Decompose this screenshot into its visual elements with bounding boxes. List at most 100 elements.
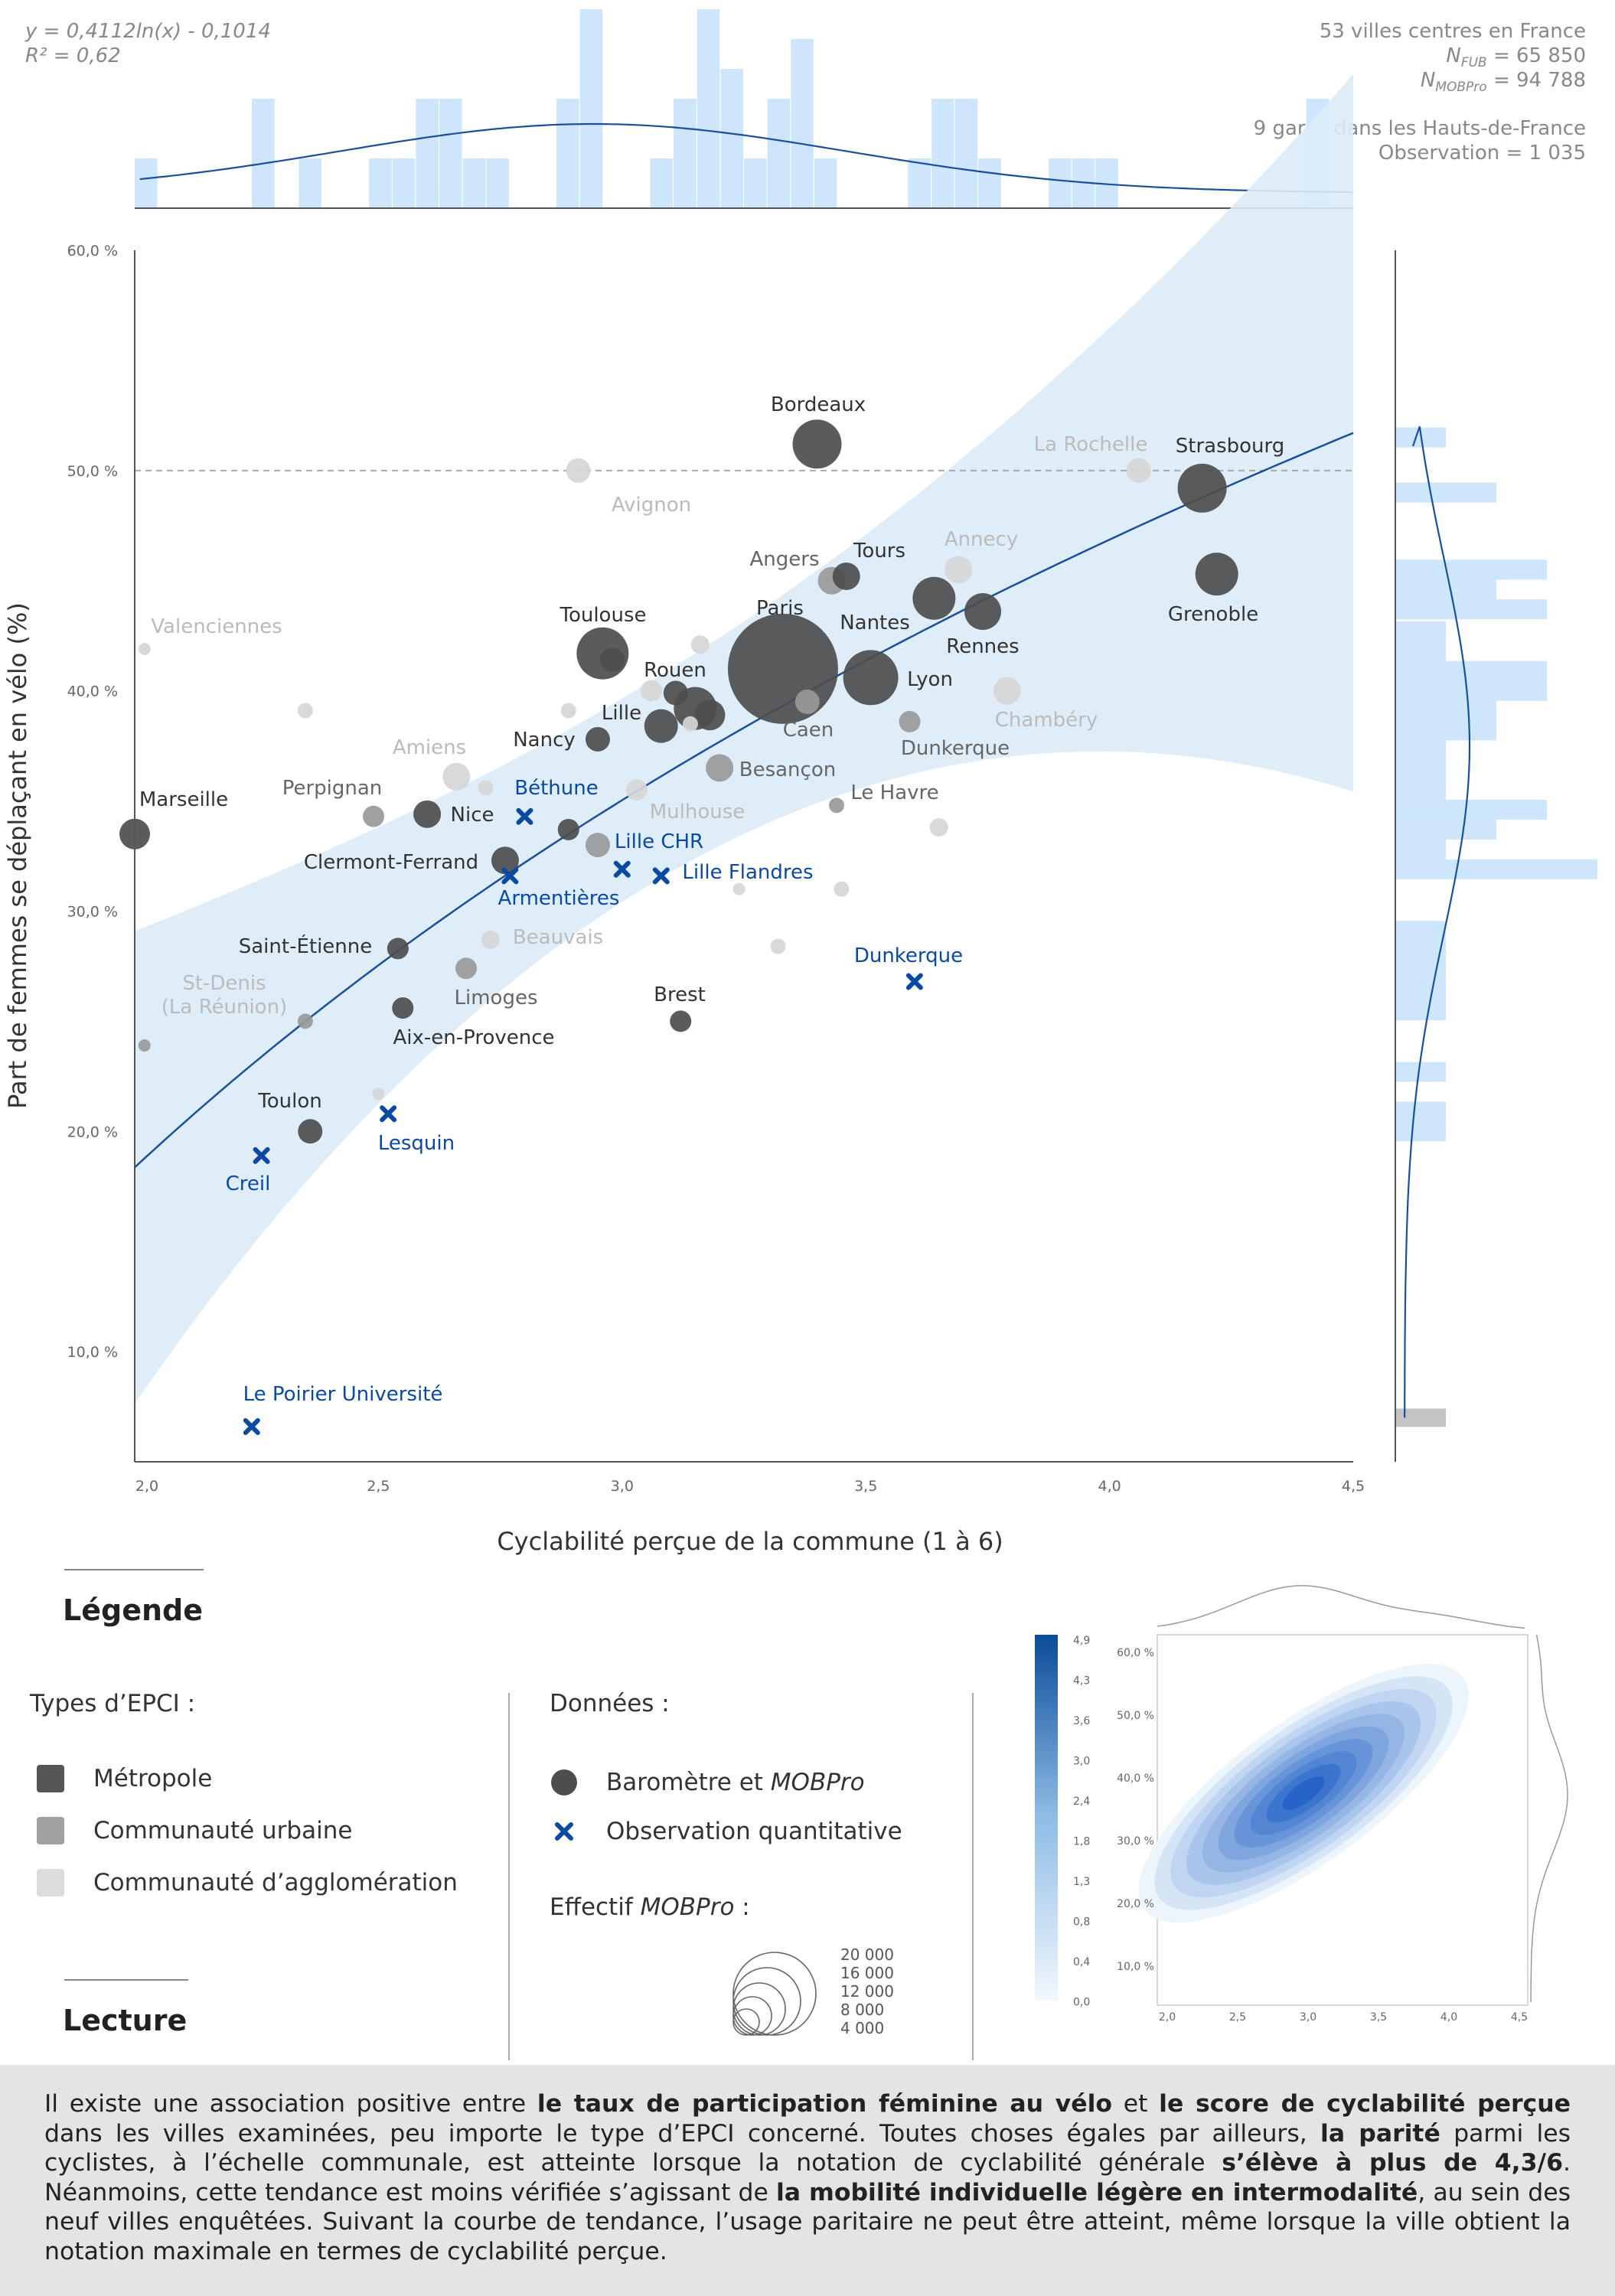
top-hist-bar-25 — [720, 69, 743, 208]
city-label-46: Limoges — [455, 987, 538, 1009]
density-x-tick-5: 4,5 — [1511, 2011, 1528, 2024]
legend-divider — [64, 1569, 204, 1570]
right-hist-bar-24 — [1395, 1101, 1446, 1122]
city-point-47 — [392, 997, 414, 1019]
top-hist-bar-19 — [579, 9, 603, 208]
city-label-22: Chambéry — [995, 709, 1098, 732]
city-point-33 — [413, 800, 442, 828]
top-hist-bar-27 — [767, 99, 791, 208]
top-histogram — [135, 9, 1353, 208]
axis-ticks: 2,0 2,5 3,0 3,5 4,0 4,5 10,0 % 20,0 % 30,0 % 40,0… — [67, 243, 1365, 1495]
density-colorbar — [1035, 1635, 1058, 2001]
observation-label-2: Lille Flandres — [682, 861, 813, 884]
city-label-4: Annecy — [945, 528, 1018, 551]
right-hist-bar-1 — [1395, 482, 1496, 503]
top-hist-bar-10 — [369, 158, 392, 208]
observation-point-4 — [905, 973, 923, 990]
right-hist-bar-11 — [1395, 740, 1446, 761]
right-hist-bar-8 — [1395, 680, 1547, 701]
city-point-11 — [843, 650, 899, 706]
city-point-6 — [832, 562, 860, 590]
legend-item-agglo: Communauté d’agglomération — [37, 1869, 458, 1896]
city-point-29 — [442, 762, 471, 791]
city-label-32: Perpignan — [282, 777, 383, 800]
city-label-8: Nantes — [840, 612, 910, 634]
observation-label-1: Lille CHR — [615, 830, 703, 853]
city-label-5: Angers — [750, 548, 820, 571]
city-label-37: Mulhouse — [650, 801, 746, 823]
legend-item-observation: Observation quantitative — [550, 1817, 902, 1846]
cities-count-text: 53 villes centres en France — [1320, 20, 1586, 43]
top-hist-bar-13 — [439, 99, 462, 208]
legend-title: Légende — [63, 1593, 203, 1627]
right-hist-bar-3 — [1395, 579, 1496, 600]
city-label-6: Tours — [853, 540, 905, 563]
city-point-2 — [1177, 463, 1227, 513]
city-point-3 — [566, 458, 591, 483]
right-hist-bar-25 — [1395, 1121, 1446, 1142]
y-tick-2: 30,0 % — [67, 903, 118, 920]
top-hist-bar-35 — [954, 99, 978, 208]
city-point-1 — [1126, 458, 1151, 483]
legend-separator-1 — [508, 1693, 510, 2060]
city-point-51 — [372, 1088, 385, 1101]
density-y-tick-3: 30,0 % — [1117, 1835, 1154, 1848]
density-y-tick-0: 60,0 % — [1117, 1647, 1154, 1659]
equation-text: y = 0,4112ln(x) - 0,1014 — [24, 20, 271, 43]
city-point-32 — [363, 805, 385, 827]
city-point-30 — [478, 780, 494, 796]
y-tick-1: 20,0 % — [67, 1124, 118, 1140]
city-label-11: Lyon — [907, 668, 953, 691]
y-tick-5: 60,0 % — [67, 243, 118, 259]
city-point-44 — [770, 938, 786, 954]
legend-separator-2 — [972, 1693, 974, 2060]
x-tick-0: 2,0 — [135, 1478, 158, 1495]
right-hist-bar-5 — [1395, 621, 1446, 641]
city-label-47: Aix-en-Provence — [393, 1026, 554, 1049]
top-hist-bar-15 — [486, 158, 509, 208]
city-label-28: Besançon — [739, 758, 836, 781]
city-label-40: Clermont-Ferrand — [304, 851, 478, 874]
city-point-40 — [491, 846, 519, 875]
city-label-33: Nice — [451, 804, 494, 827]
city-point-17 — [641, 680, 663, 702]
city-label-21: Caen — [783, 719, 834, 742]
right-hist-bar-7 — [1395, 660, 1547, 681]
n-mobpro-text: NMOBPro = 94 788 — [1421, 69, 1586, 95]
size-label-1: 16 000 — [840, 1964, 894, 1982]
barometre-marker — [551, 1769, 577, 1795]
city-point-13 — [600, 647, 625, 673]
observation-point-1 — [613, 860, 631, 878]
city-point-23 — [899, 710, 921, 732]
observation-label-7: Le Poirier Université — [243, 1383, 443, 1406]
city-point-28 — [706, 754, 734, 782]
density-x-tick-1: 2,5 — [1229, 2011, 1246, 2024]
right-hist-gray-bar — [1395, 1408, 1446, 1427]
lecture-title: Lecture — [63, 2004, 188, 2037]
city-point-26 — [297, 703, 313, 719]
density-y-tick-1: 50,0 % — [1117, 1710, 1154, 1722]
city-point-52 — [298, 1119, 323, 1144]
top-hist-bar-28 — [791, 39, 814, 208]
y-tick-4: 50,0 % — [67, 463, 118, 480]
observation-marker — [555, 1822, 573, 1841]
colorbar-tick-5: 1,8 — [1073, 1836, 1090, 1848]
city-label-2: Strasbourg — [1176, 435, 1285, 458]
colorbar-tick-6: 1,3 — [1073, 1876, 1090, 1888]
city-label-45: Saint-Étienne — [239, 934, 373, 958]
city-label-29: Amiens — [393, 736, 466, 759]
city-point-49 — [297, 1013, 313, 1029]
y-tick-0: 10,0 % — [67, 1344, 118, 1361]
right-hist-bar-15 — [1395, 819, 1496, 840]
right-hist-bar-17 — [1395, 859, 1597, 879]
x-tick-2: 3,0 — [611, 1478, 634, 1495]
legend-item-metropole: Métropole — [37, 1765, 212, 1792]
right-hist-bar-13 — [1395, 780, 1446, 801]
main-chart-svg: y = 0,4112ln(x) - 0,1014 R² = 0,62 53 vi… — [3, 9, 1597, 2037]
city-point-0 — [792, 419, 842, 469]
observation-point-3 — [501, 867, 519, 885]
density-level-9 — [1282, 1776, 1325, 1810]
observation-point-5 — [380, 1105, 397, 1123]
right-hist-bar-22 — [1395, 1000, 1446, 1020]
colorbar-tick-9: 0,0 — [1073, 1997, 1090, 2009]
